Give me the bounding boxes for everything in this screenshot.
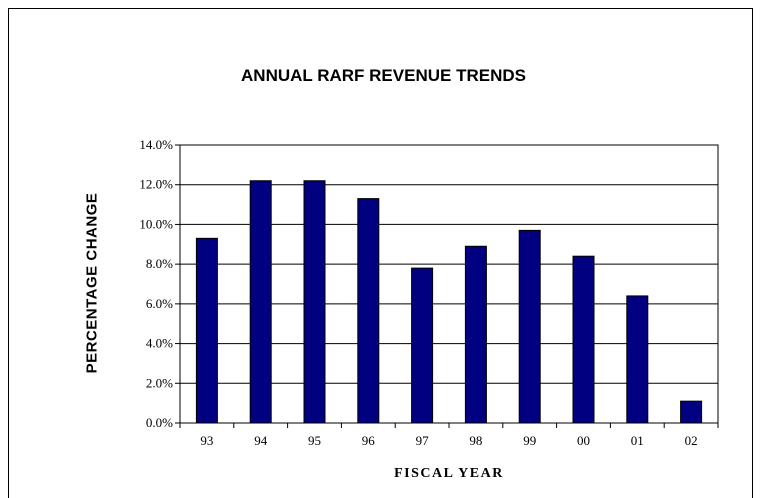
bar-01 xyxy=(626,295,649,424)
x-axis-label: FISCAL YEAR xyxy=(394,466,504,481)
bar-96 xyxy=(357,198,380,424)
y-tick-label: 2.0% xyxy=(146,375,173,390)
bar-94 xyxy=(249,180,272,424)
axes xyxy=(175,144,719,428)
bar-98 xyxy=(464,245,487,424)
y-tick-label: 6.0% xyxy=(146,296,173,311)
x-tick-label: 98 xyxy=(469,433,482,448)
y-tick-label: 0.0% xyxy=(146,415,173,430)
x-tick-label: 97 xyxy=(416,433,430,448)
bar-93 xyxy=(195,237,218,424)
bars xyxy=(195,180,703,424)
bar-02 xyxy=(680,400,703,424)
bar-97 xyxy=(411,267,434,424)
x-tick-label: 99 xyxy=(523,433,536,448)
y-tick-labels: 0.0% 2.0% 4.0% 6.0% 8.0% 10.0% 12.0% 14.0% xyxy=(139,137,173,430)
y-tick-label: 12.0% xyxy=(139,177,173,192)
x-tick-label: 96 xyxy=(362,433,376,448)
bar-95 xyxy=(303,180,326,424)
x-tick-labels: 93 94 95 96 97 98 99 00 01 02 xyxy=(200,433,697,448)
x-tick-label: 95 xyxy=(308,433,321,448)
x-tick-label: 94 xyxy=(254,433,268,448)
bar-99 xyxy=(518,229,541,424)
x-tick-label: 02 xyxy=(685,433,698,448)
y-tick-label: 8.0% xyxy=(146,256,173,271)
x-tick-label: 00 xyxy=(577,433,590,448)
x-tick-label: 93 xyxy=(200,433,213,448)
y-tick-label: 10.0% xyxy=(139,216,173,231)
chart-title: ANNUAL RARF REVENUE TRENDS xyxy=(241,66,526,85)
bar-00 xyxy=(572,255,595,424)
y-tick-label: 14.0% xyxy=(139,137,173,152)
y-tick-label: 4.0% xyxy=(146,336,173,351)
x-tick-label: 01 xyxy=(631,433,644,448)
